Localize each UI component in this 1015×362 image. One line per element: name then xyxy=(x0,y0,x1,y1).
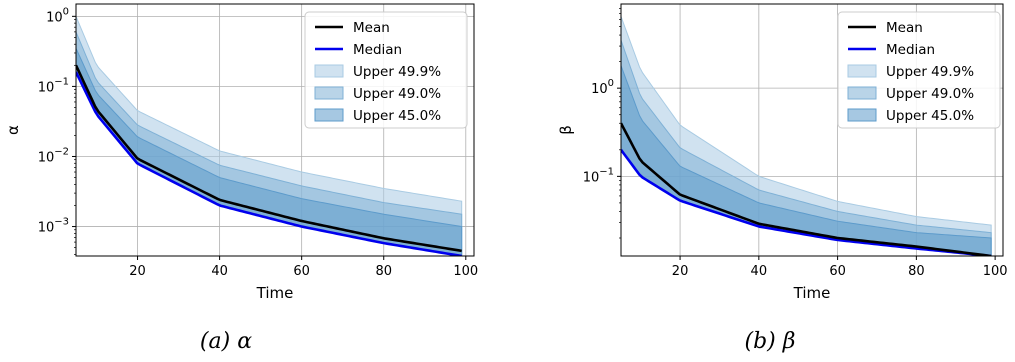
x-axis-label: Time xyxy=(256,284,294,302)
legend-label: Upper 45.0% xyxy=(353,108,441,124)
plot-area xyxy=(621,16,992,256)
legend: Mean Median Upper 49.9% Upper 49.0% Upper 45… xyxy=(837,11,1001,129)
legend-swatch xyxy=(314,86,344,100)
y-tick-label: 10−3 xyxy=(38,217,69,236)
y-tick-label: 10−1 xyxy=(583,166,614,185)
legend-swatch xyxy=(314,64,344,78)
legend-label: Mean xyxy=(886,20,923,36)
x-tick-label: 100 xyxy=(983,264,1008,279)
legend-label: Upper 45.0% xyxy=(886,108,974,124)
y-tick-label: 10−2 xyxy=(38,146,69,165)
legend-swatch xyxy=(847,108,877,122)
line-mean xyxy=(76,64,462,253)
y-axis-label: β xyxy=(557,125,575,135)
legend-label: Median xyxy=(886,42,935,58)
axes-frame xyxy=(620,3,1004,257)
x-tick-label: 60 xyxy=(829,264,846,279)
x-tick-label: 40 xyxy=(211,264,228,279)
x-tick-label: 20 xyxy=(672,264,689,279)
legend-swatch xyxy=(314,108,344,122)
legend-box xyxy=(304,11,468,129)
x-tick-label: 80 xyxy=(375,264,392,279)
legend: Mean Median Upper 49.9% Upper 49.0% Upper 45… xyxy=(304,11,468,129)
legend-box xyxy=(837,11,1001,129)
legend-label: Upper 49.9% xyxy=(353,64,441,80)
panel-caption: (b) β xyxy=(745,329,796,354)
x-tick-label: 20 xyxy=(129,264,146,279)
legend-label: Upper 49.0% xyxy=(353,86,441,102)
x-tick-label: 80 xyxy=(908,264,925,279)
chart-panel-a: 20 40 60 80 100 100 10−1 10−2 10−3 Time α Mean Media… xyxy=(4,3,478,354)
legend-label: Upper 49.0% xyxy=(886,86,974,102)
y-tick-label: 100 xyxy=(591,78,614,97)
legend-label: Mean xyxy=(353,20,390,36)
legend-label: Upper 49.9% xyxy=(886,64,974,80)
panel-caption: (a) α xyxy=(200,329,252,354)
x-tick-label: 100 xyxy=(453,264,478,279)
line-median xyxy=(621,149,992,256)
y-tick-label: 100 xyxy=(46,6,69,25)
legend-swatch xyxy=(847,86,877,100)
x-tick-label: 60 xyxy=(293,264,310,279)
y-axis-label: α xyxy=(4,125,22,135)
chart-panel-b: 20 40 60 80 100 100 10−1 Time β Mean Median Upper 4… xyxy=(557,3,1008,354)
line-mean xyxy=(621,122,992,256)
axes-frame xyxy=(75,3,475,257)
legend-label: Median xyxy=(353,42,402,58)
y-tick-label: 10−1 xyxy=(38,76,69,95)
line-median xyxy=(76,71,462,256)
legend-swatch xyxy=(847,64,877,78)
plot-area xyxy=(76,16,463,256)
x-tick-label: 40 xyxy=(751,264,768,279)
x-axis-label: Time xyxy=(793,284,831,302)
